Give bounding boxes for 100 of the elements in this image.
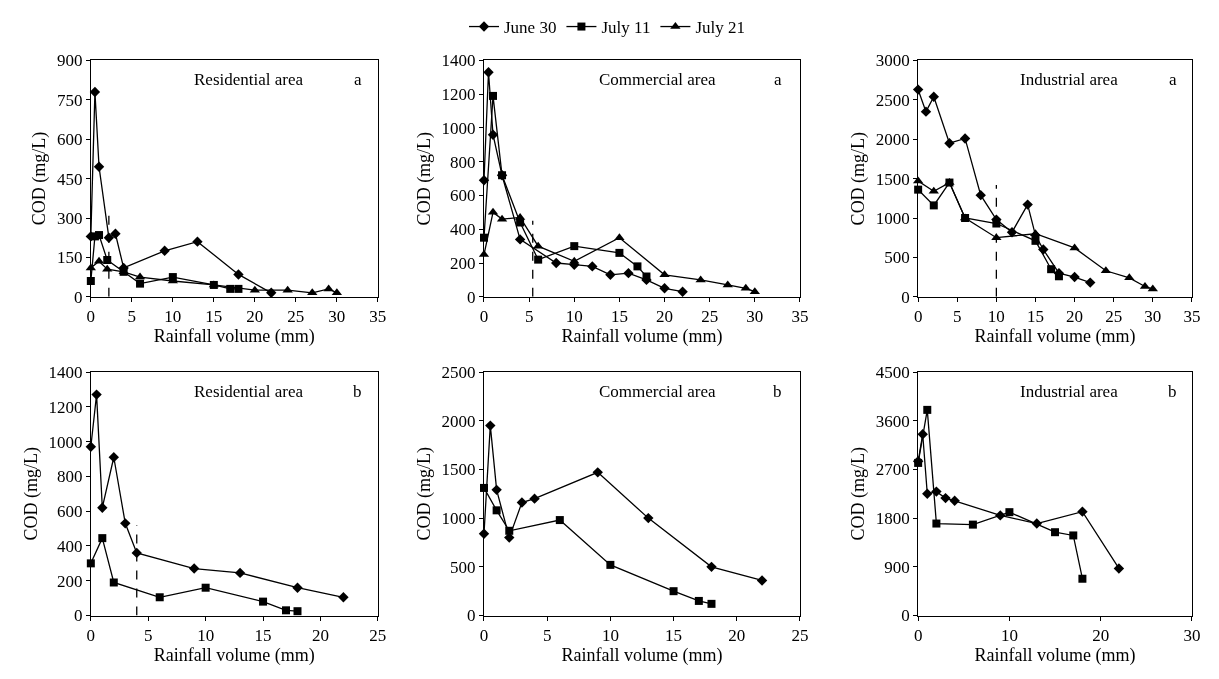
y-tick-label: 0 — [467, 606, 476, 626]
x-tick-label: 15 — [254, 625, 272, 645]
x-axis-title: Rainfall volume (mm) — [561, 326, 723, 348]
y-tick-label: 0 — [901, 606, 910, 626]
x-tick-label: 30 — [1183, 625, 1201, 645]
y-tick-label: 2700 — [875, 460, 910, 480]
x-tick-label: 5 — [542, 625, 552, 645]
y-axis-title: COD (mg/L) — [847, 131, 869, 226]
y-axis-title: COD (mg/L) — [847, 447, 869, 541]
annotation: Residential area — [194, 382, 304, 401]
x-tick-label: 25 — [287, 307, 305, 327]
y-axis-title: COD (mg/L) — [413, 447, 435, 541]
y-tick-label: 0 — [901, 287, 910, 307]
legend-label: July 11 — [601, 18, 651, 38]
y-tick-label: 600 — [56, 502, 83, 522]
legend-label: July 21 — [695, 18, 745, 38]
y-tick-label: 600 — [56, 130, 83, 150]
x-tick-label: 5 — [127, 307, 137, 327]
y-tick-label: 750 — [56, 90, 83, 110]
x-tick-label: 25 — [701, 307, 719, 327]
x-tick-label: 10 — [164, 307, 182, 327]
annotation: Industrial area — [1020, 70, 1119, 89]
y-tick-label: 450 — [56, 169, 83, 189]
y-tick-label: 200 — [56, 571, 83, 591]
y-tick-label: 300 — [56, 208, 83, 228]
x-tick-label: 15 — [1026, 307, 1044, 327]
y-axis-title: COD (mg/L) — [413, 131, 435, 226]
annotation: a — [354, 70, 362, 89]
y-tick-label: 800 — [56, 467, 83, 487]
y-tick-label: 3000 — [875, 51, 910, 71]
x-axis-title: Rainfall volume (mm) — [561, 645, 723, 667]
legend-label: June 30 — [504, 18, 557, 38]
x-axis-title: Rainfall volume (mm) — [974, 645, 1136, 667]
y-tick-label: 1200 — [48, 397, 83, 417]
x-tick-label: 35 — [1183, 307, 1201, 327]
annotation: b — [773, 382, 782, 401]
y-tick-label: 800 — [450, 152, 476, 172]
x-tick-label: 25 — [791, 625, 809, 645]
x-tick-label: 15 — [665, 625, 683, 645]
y-tick-label: 1400 — [441, 51, 476, 71]
y-tick-label: 2500 — [875, 90, 910, 110]
x-axis-title: Rainfall volume (mm) — [974, 326, 1136, 348]
y-tick-label: 1400 — [48, 362, 83, 382]
annotation: Commercial area — [599, 382, 717, 401]
y-tick-label: 1500 — [875, 169, 910, 189]
y-tick-label: 400 — [56, 536, 83, 556]
y-tick-label: 0 — [73, 287, 83, 307]
x-tick-label: 25 — [1105, 307, 1123, 327]
x-tick-label: 20 — [728, 625, 746, 645]
y-tick-label: 400 — [450, 220, 476, 240]
y-tick-label: 500 — [450, 557, 476, 577]
x-tick-label: 35 — [369, 307, 387, 327]
y-tick-label: 4500 — [875, 362, 910, 382]
y-tick-label: 150 — [56, 248, 83, 268]
x-tick-label: 10 — [197, 625, 215, 645]
x-tick-label: 5 — [524, 307, 534, 327]
y-axis-title: COD (mg/L) — [29, 131, 51, 226]
y-tick-label: 1000 — [441, 509, 476, 529]
y-tick-label: 2000 — [441, 411, 476, 431]
y-tick-label: 500 — [884, 248, 910, 268]
y-tick-label: 1000 — [48, 432, 83, 452]
y-tick-label: 3600 — [875, 411, 910, 431]
y-tick-label: 2000 — [875, 130, 910, 150]
annotation: b — [1168, 382, 1177, 401]
annotation: b — [353, 382, 362, 401]
y-tick-label: 1200 — [441, 85, 476, 105]
y-tick-label: 200 — [450, 253, 476, 273]
y-tick-label: 2500 — [441, 362, 476, 382]
annotation: Industrial area — [1020, 382, 1119, 401]
x-tick-label: 30 — [746, 307, 764, 327]
x-tick-label: 35 — [791, 307, 809, 327]
x-tick-label: 10 — [987, 307, 1005, 327]
annotation: Commercial area — [599, 70, 717, 89]
x-tick-label: 15 — [205, 307, 223, 327]
y-tick-label: 0 — [73, 606, 83, 626]
x-tick-label: 30 — [328, 307, 346, 327]
annotation: a — [774, 70, 782, 89]
y-tick-label: 0 — [467, 287, 476, 307]
x-tick-label: 0 — [86, 625, 96, 645]
x-tick-label: 20 — [246, 307, 264, 327]
x-tick-label: 10 — [1000, 625, 1018, 645]
x-tick-label: 20 — [311, 625, 329, 645]
y-tick-label: 600 — [450, 186, 476, 206]
x-tick-label: 5 — [143, 625, 153, 645]
x-tick-label: 0 — [86, 307, 96, 327]
x-tick-label: 15 — [610, 307, 628, 327]
y-axis-title: COD (mg/L) — [20, 447, 42, 541]
x-axis-title: Rainfall volume (mm) — [153, 326, 315, 348]
y-tick-label: 1500 — [441, 460, 476, 480]
y-tick-label: 1800 — [875, 509, 910, 529]
y-tick-label: 900 — [884, 557, 910, 577]
x-tick-label: 10 — [601, 625, 619, 645]
x-tick-label: 20 — [656, 307, 674, 327]
x-tick-label: 10 — [565, 307, 583, 327]
x-tick-label: 20 — [1092, 625, 1110, 645]
y-tick-label: 1000 — [441, 118, 476, 138]
y-tick-label: 900 — [56, 51, 83, 71]
annotation: a — [1169, 70, 1177, 89]
x-tick-label: 20 — [1066, 307, 1084, 327]
x-axis-title: Rainfall volume (mm) — [153, 645, 315, 667]
